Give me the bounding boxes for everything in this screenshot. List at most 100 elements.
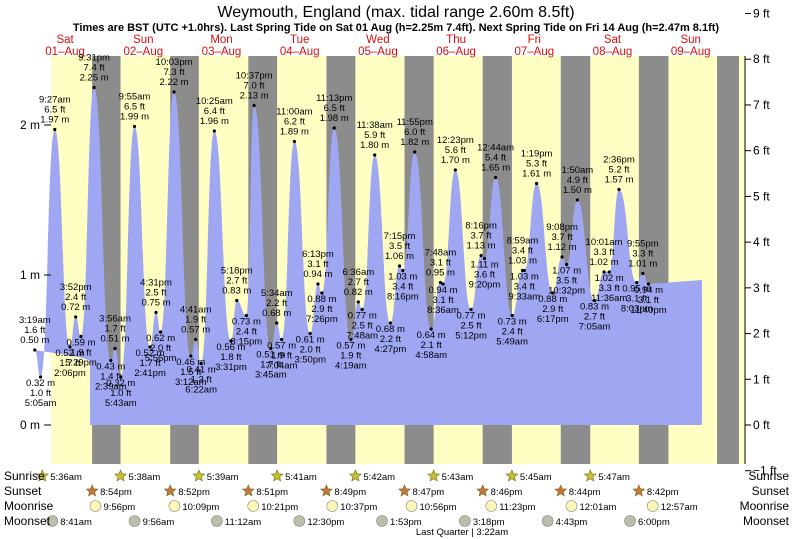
tide-label-9-2: 5:43am bbox=[105, 398, 137, 409]
sunset-icon-1 bbox=[163, 484, 177, 497]
tide-label-4-0: 3:52pm bbox=[60, 282, 92, 293]
tide-label-2-2: 1.97 m bbox=[40, 115, 69, 126]
tide-label-55-1: 2.7 ft bbox=[584, 312, 605, 323]
sunrise-icon-5 bbox=[427, 469, 441, 482]
tide-label-1-0: 0.32 m bbox=[26, 378, 55, 389]
tide-point-45 bbox=[482, 256, 487, 261]
sunset-icon-0 bbox=[85, 484, 99, 497]
tide-label-58-0: 2:36pm bbox=[603, 155, 635, 166]
tide-label-34-1: 5.9 ft bbox=[364, 130, 385, 141]
tide-label-37-2: 8:16pm bbox=[387, 292, 419, 303]
day-label-date-5: 06–Aug bbox=[436, 46, 476, 58]
tide-label-21-1: 2.4 ft bbox=[236, 327, 257, 338]
tide-label-44-1: 3.7 ft bbox=[470, 231, 491, 242]
tide-label-56-0: 10:01am bbox=[586, 237, 623, 248]
tide-label-23-1: 1.7 ft bbox=[260, 360, 281, 371]
tide-label-17-0: 0.41 m bbox=[187, 365, 216, 376]
tide-label-5-0: 0.59 m bbox=[66, 338, 95, 349]
tide-label-44-0: 8:16pm bbox=[465, 221, 497, 232]
tide-label-18-1: 6.4 ft bbox=[204, 106, 225, 117]
row-label-moonset-right: Moonset bbox=[743, 514, 790, 528]
moonset-time-1: 9:56am bbox=[143, 517, 175, 528]
tide-point-55 bbox=[592, 298, 597, 303]
sunset-icon-4 bbox=[398, 484, 411, 497]
tide-label-39-2: 4:58am bbox=[415, 350, 447, 361]
tide-label-6-0: 9:31pm bbox=[78, 53, 110, 64]
sunset-time-5: 8:46pm bbox=[491, 487, 523, 498]
sunset-icon-2 bbox=[241, 484, 255, 497]
y-axes: 0 m 1 m 2 m −1 ft 0 ft 1 ft 2 ft 3 ft 4 ft 5 ft 6 … bbox=[20, 7, 777, 478]
moonset-icon-2 bbox=[211, 515, 223, 527]
sunrise-icon-7 bbox=[583, 469, 597, 482]
tide-label-27-0: 0.61 m bbox=[296, 335, 325, 346]
sunrise-time-1: 5:38am bbox=[129, 472, 161, 483]
tide-label-4-2: 0.72 m bbox=[61, 302, 90, 313]
tide-label-6-1: 7.4 ft bbox=[84, 63, 105, 74]
tide-label-13-2: 5:56pm bbox=[145, 353, 177, 364]
tide-label-6-2: 2.25 m bbox=[80, 73, 109, 84]
tide-point-36 bbox=[397, 264, 402, 268]
tide-label-60-2: 1.01 m bbox=[628, 259, 657, 270]
tide-point-39 bbox=[429, 327, 433, 331]
tide-label-11-2: 2:41pm bbox=[134, 368, 166, 379]
tide-label-36-1: 3.5 ft bbox=[389, 241, 410, 252]
day-label-dow-4: Wed bbox=[366, 34, 389, 46]
y-right-tick-4: 3 ft bbox=[753, 281, 770, 295]
tide-point-35 bbox=[388, 321, 392, 325]
tide-point-42 bbox=[453, 168, 457, 172]
tide-label-32-1: 2.7 ft bbox=[348, 277, 369, 288]
day-label-date-0: 01–Aug bbox=[45, 46, 85, 58]
tide-label-3-1: 1.7 ft bbox=[59, 358, 80, 369]
tide-point-60 bbox=[641, 271, 645, 276]
tide-label-23-2: 3:45am bbox=[255, 370, 287, 381]
tide-point-49 bbox=[522, 268, 526, 273]
tide-point-40 bbox=[438, 280, 443, 285]
row-label-sunset-left: Sunset bbox=[4, 484, 42, 498]
tide-label-7-2: 2:39am bbox=[95, 382, 127, 393]
tide-label-35-2: 4:27pm bbox=[375, 344, 407, 355]
sunset-time-4: 8:47pm bbox=[413, 487, 445, 498]
tide-label-50-1: 5.3 ft bbox=[526, 159, 547, 170]
tide-point-13 bbox=[159, 330, 163, 334]
tide-label-43-0: 0.77 m bbox=[457, 311, 486, 322]
tide-point-61 bbox=[646, 282, 651, 286]
tide-label-48-2: 1.03 m bbox=[508, 256, 537, 267]
tide-label-20-2: 0.83 m bbox=[222, 286, 251, 297]
tide-label-19-1: 1.8 ft bbox=[220, 352, 241, 363]
tide-label-49-2: 9:33am bbox=[508, 292, 540, 303]
tide-label-8-2: 0.51 m bbox=[100, 334, 129, 345]
tide-label-33-0: 0.77 m bbox=[348, 311, 377, 322]
tide-label-27-2: 3:50pm bbox=[294, 355, 326, 366]
tide-label-17-1: 1.3 ft bbox=[191, 375, 212, 386]
tide-point-38 bbox=[413, 150, 417, 154]
sunset-icon-5 bbox=[476, 484, 490, 497]
tide-label-42-2: 1.70 m bbox=[441, 155, 470, 166]
y-right-tick-1: 0 ft bbox=[753, 418, 770, 432]
tide-point-57 bbox=[607, 270, 611, 274]
tide-label-60-0: 9:55pm bbox=[627, 239, 659, 250]
tide-label-10-0: 9:55am bbox=[119, 92, 151, 103]
tide-label-16-1: 1.9 ft bbox=[185, 315, 206, 326]
tide-label-55-2: 7:05am bbox=[579, 322, 611, 333]
tide-point-43 bbox=[469, 307, 473, 312]
tide-point-53 bbox=[565, 262, 569, 267]
moonset-icon-0 bbox=[46, 515, 59, 527]
tide-label-51-2: 6:17pm bbox=[537, 314, 569, 325]
tide-label-27-1: 2.0 ft bbox=[300, 345, 321, 356]
tide-label-34-2: 1.80 m bbox=[360, 140, 389, 151]
tide-label-53-2: 10:32pm bbox=[548, 286, 585, 297]
tide-point-21 bbox=[244, 313, 248, 318]
tide-point-29 bbox=[320, 291, 324, 295]
sunrise-time-4: 5:42am bbox=[363, 472, 395, 483]
row-label-moonrise-right: Moonrise bbox=[740, 499, 790, 513]
moonset-icon-1 bbox=[128, 515, 141, 527]
tide-label-41-0: 0.94 m bbox=[428, 285, 457, 296]
tide-point-59 bbox=[635, 280, 639, 285]
tide-point-26 bbox=[292, 139, 297, 144]
tide-point-22 bbox=[252, 103, 256, 108]
row-label-sunset-right: Sunset bbox=[752, 484, 790, 498]
moonrise-time-5: 11:23pm bbox=[499, 502, 535, 513]
tide-label-56-1: 3.3 ft bbox=[593, 247, 614, 258]
tide-label-45-0: 1.11 m bbox=[470, 260, 498, 271]
